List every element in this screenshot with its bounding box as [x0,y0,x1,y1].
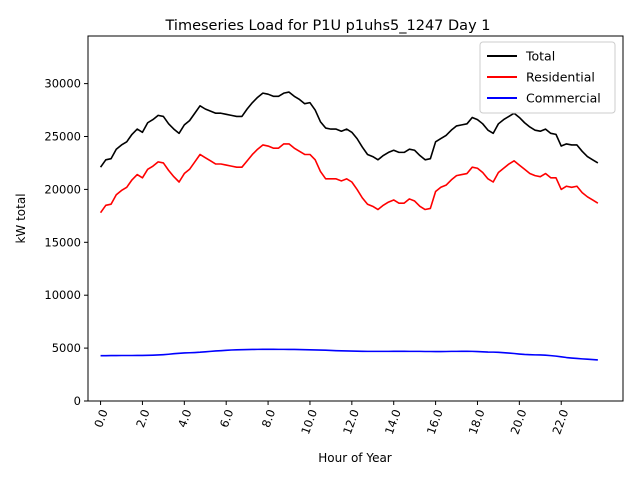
x-tick-label: 4.0 [175,407,194,429]
y-tick-label: 20000 [44,182,81,196]
x-tick-label: 14.0 [382,407,404,436]
x-tick-label: 6.0 [217,407,236,429]
y-axis-label: kW total [14,193,28,243]
y-axis: 0 5000 10000 15000 20000 25000 30000 [44,77,88,408]
y-tick-label: 5000 [52,341,81,355]
legend-label-total: Total [525,49,555,64]
x-axis-label: Hour of Year [318,451,392,465]
series-line-residential [99,143,599,214]
legend-label-commercial: Commercial [526,91,601,106]
x-tick-label: 10.0 [298,407,320,436]
y-tick-label: 30000 [44,77,81,91]
series-line-commercial [100,348,598,361]
y-tick-label: 0 [74,394,81,408]
y-tick-label: 15000 [44,235,81,249]
y-tick-label: 10000 [44,288,81,302]
x-tick-label: 8.0 [259,407,278,429]
series-line-total [99,91,599,168]
x-tick-label: 2.0 [133,407,152,429]
x-tick-label: 12.0 [340,407,362,436]
legend-box [479,41,616,114]
y-tick-label: 25000 [44,130,81,144]
x-tick-label: 16.0 [424,407,446,436]
chart-title: Timeseries Load for P1U p1uhs5_1247 Day … [165,18,491,34]
x-tick-label: 22.0 [549,407,571,436]
x-axis: 0.0 2.0 4.0 6.0 8.0 10.0 12.0 14.0 16.0 18.0 20.0 2… [91,401,571,436]
plot-area [99,91,599,361]
x-tick-label: 18.0 [466,407,488,436]
legend-label-residential: Residential [526,70,595,85]
x-tick-label: 0.0 [91,407,110,429]
plot-frame [87,35,624,402]
x-tick-label: 20.0 [508,407,530,436]
legend: Total Residential Commercial [479,41,616,114]
